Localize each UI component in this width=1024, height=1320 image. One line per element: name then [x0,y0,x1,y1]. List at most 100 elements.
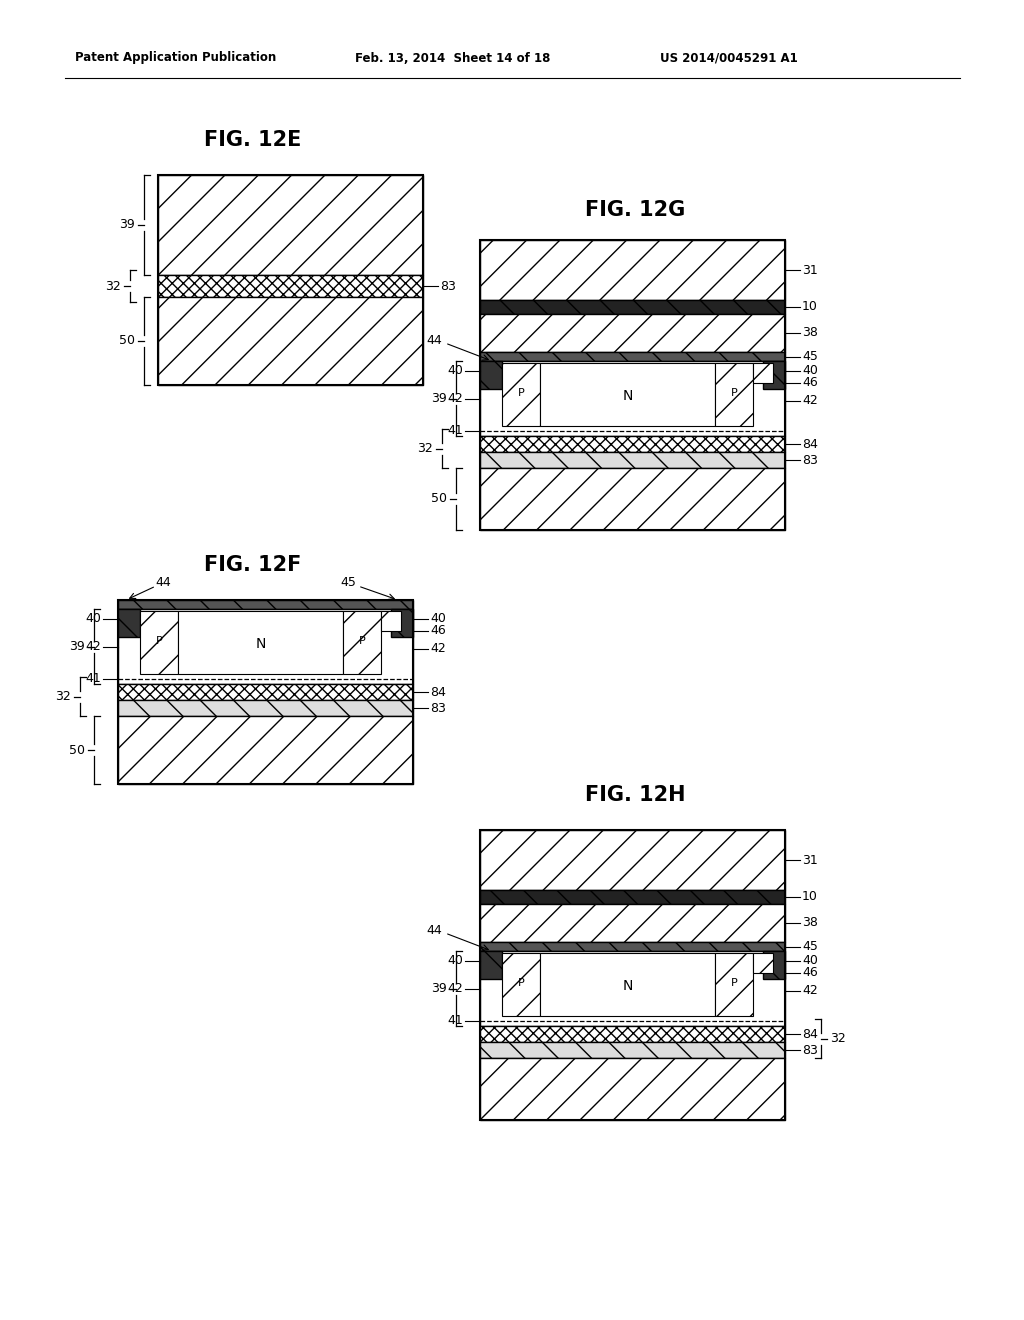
Bar [715,953,753,1016]
Text: P: P [517,388,524,399]
Bar [480,830,785,890]
Text: 83: 83 [802,1044,818,1056]
Bar [480,1059,785,1119]
Text: N: N [623,388,633,403]
Text: 42: 42 [85,640,101,653]
Bar [391,609,413,638]
Bar [480,300,785,314]
Bar [753,953,773,973]
Bar [715,363,753,426]
Text: N: N [623,978,633,993]
Bar [140,611,178,675]
Bar [480,950,785,1026]
Text: 39: 39 [431,392,447,405]
Text: 10: 10 [802,891,818,903]
Bar [480,436,785,451]
Text: 50: 50 [431,492,447,506]
Bar [540,363,715,426]
Bar [480,830,785,1119]
Text: 40: 40 [802,364,818,378]
Bar [753,363,773,383]
Text: 40: 40 [802,954,818,968]
Bar [118,684,413,700]
Text: 41: 41 [85,672,101,685]
Text: 41: 41 [447,425,463,437]
Bar [540,953,715,1016]
Text: P: P [517,978,524,989]
Bar [158,297,423,385]
Text: N: N [255,636,265,651]
Bar [381,611,401,631]
Text: US 2014/0045291 A1: US 2014/0045291 A1 [660,51,798,65]
Text: 40: 40 [447,364,463,378]
Bar [480,360,785,436]
Text: 50: 50 [69,743,85,756]
Bar [118,601,413,784]
Bar [480,1041,785,1059]
Text: 42: 42 [447,982,463,995]
Text: 32: 32 [105,280,121,293]
Text: 83: 83 [440,280,456,293]
Bar [480,942,785,950]
Bar [158,176,423,385]
Text: 44: 44 [426,334,442,347]
Bar [480,950,502,979]
Text: 84: 84 [430,685,445,698]
Text: 32: 32 [55,690,71,704]
Bar [118,715,413,784]
Bar [763,360,785,389]
Text: 84: 84 [802,437,818,450]
Text: 31: 31 [802,854,818,866]
Text: 40: 40 [85,612,101,626]
Bar [502,953,540,1016]
Bar [480,240,785,531]
Bar [480,890,785,904]
Text: 40: 40 [430,612,445,626]
Text: Patent Application Publication: Patent Application Publication [75,51,276,65]
Text: 50: 50 [119,334,135,347]
Bar [343,611,381,675]
Bar [158,176,423,275]
Text: 44: 44 [155,576,171,589]
Text: FIG. 12F: FIG. 12F [205,554,302,576]
Text: 39: 39 [431,982,447,995]
Text: 42: 42 [802,985,818,998]
Text: FIG. 12G: FIG. 12G [585,201,685,220]
Bar [158,275,423,297]
Text: 45: 45 [340,576,356,589]
Bar [480,240,785,300]
Bar [480,352,785,360]
Text: 39: 39 [119,219,135,231]
Text: 40: 40 [447,954,463,968]
Bar [480,360,502,389]
Text: 42: 42 [430,643,445,656]
Text: 32: 32 [830,1032,846,1045]
Text: 44: 44 [426,924,442,937]
Text: 45: 45 [802,350,818,363]
Text: 83: 83 [430,701,445,714]
Bar [480,314,785,352]
Text: 39: 39 [70,640,85,653]
Bar [763,950,785,979]
Text: 42: 42 [802,395,818,408]
Bar [178,611,343,675]
Text: P: P [731,978,737,989]
Bar [480,469,785,531]
Text: 45: 45 [802,940,818,953]
Text: 46: 46 [802,376,818,389]
Text: 31: 31 [802,264,818,276]
Text: P: P [731,388,737,399]
Text: 46: 46 [802,966,818,979]
Bar [480,1026,785,1041]
Bar [118,601,413,609]
Text: 32: 32 [417,442,433,455]
Text: 83: 83 [802,454,818,466]
Text: FIG. 12E: FIG. 12E [205,129,302,150]
Text: 38: 38 [802,326,818,339]
Text: 42: 42 [447,392,463,405]
Text: 46: 46 [430,624,445,638]
Text: 10: 10 [802,301,818,314]
Bar [118,609,140,638]
Text: FIG. 12H: FIG. 12H [585,785,685,805]
Bar [480,451,785,469]
